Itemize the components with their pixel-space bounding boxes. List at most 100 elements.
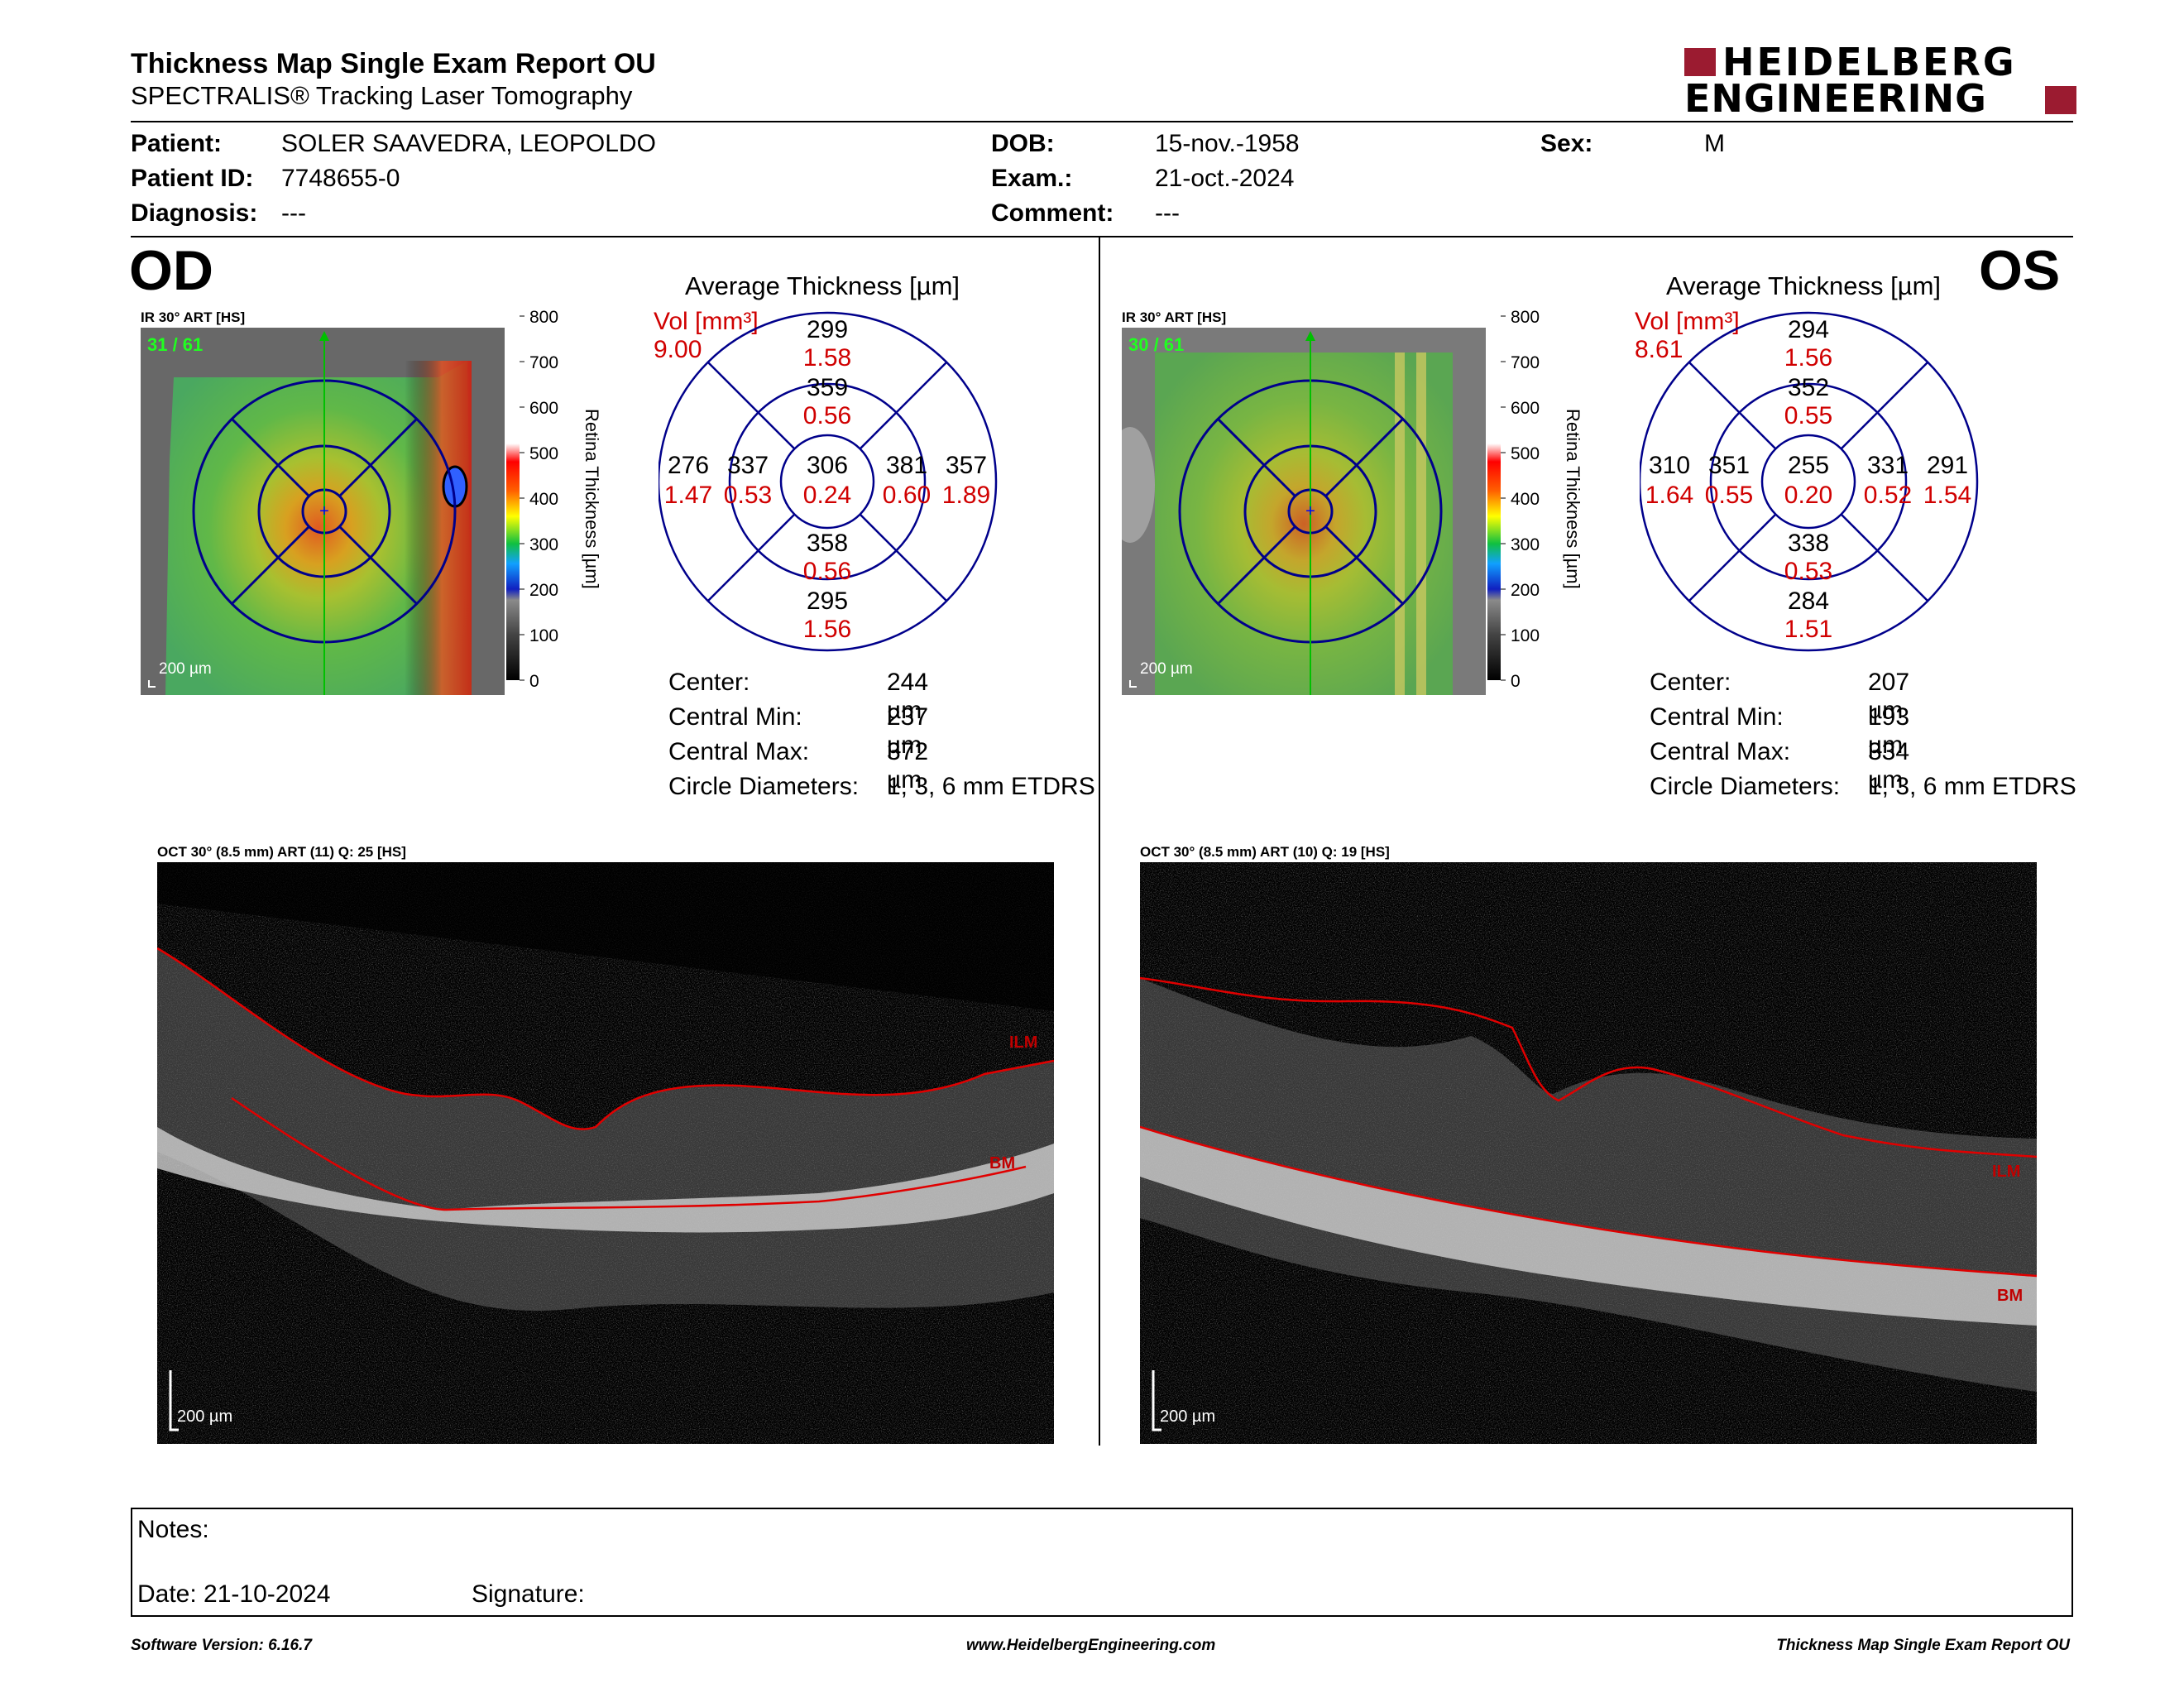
os-stat-value: 207 µm (1868, 669, 1910, 724)
os-oct-scalebar-icon (1152, 1370, 1161, 1431)
od-stats: Center: 244 µm Central Min: 237 µm Central… (668, 669, 1095, 808)
os-avg-title: Average Thickness [µm] (1666, 271, 1942, 300)
scale-tick-label: 300 (1511, 535, 1540, 554)
os-rpe-band (1140, 1127, 2037, 1326)
diagnosis-value: --- (281, 199, 306, 227)
od-vol-label: Vol [mm³] (654, 308, 759, 335)
os-etdrs-chart: 294 1.56 352 0.55 310 1.64 351 0.55 255 … (1640, 311, 1979, 652)
od-stat-label: Center: (668, 669, 750, 696)
os-oct-label: OCT 30° (8.5 mm) ART (10) Q: 19 [HS] (1140, 844, 1390, 860)
od-fovea-marker-icon: + (319, 502, 329, 520)
os-stat-label: Central Min: (1650, 703, 1784, 731)
od-outer-temp-volume: 1.47 (664, 482, 712, 509)
header-rule (131, 121, 2073, 122)
logo-line-1: HEIDELBERG (1722, 40, 2017, 84)
scale-tick-label: 400 (529, 490, 558, 509)
od-oct-scalebar-icon (169, 1370, 179, 1431)
os-outer-inf-thickness: 284 (1788, 587, 1829, 615)
os-etdrs-rings (1640, 311, 1979, 652)
os-scale-axis-label: Retina Thickness [µm] (1563, 409, 1583, 589)
od-outer-sup-thickness: 299 (807, 316, 848, 343)
scale-tick-label: 500 (1511, 444, 1540, 463)
patient-rule (131, 236, 2073, 237)
scale-tick-label: 600 (529, 399, 558, 418)
od-thickness-map: 31 / 61 200 µm + (141, 328, 505, 695)
od-scalebar-icon (148, 680, 156, 688)
od-inner-nasal-thickness: 381 (886, 452, 927, 479)
scale-tick-label: 400 (1511, 490, 1540, 509)
report-title: Thickness Map Single Exam Report OU (131, 48, 656, 79)
signature-label: Signature: (472, 1580, 585, 1608)
od-stat-value: 237 µm (887, 703, 929, 759)
dob-value: 15-nov.-1958 (1155, 130, 1300, 157)
os-outer-temp-volume: 1.64 (1645, 482, 1693, 509)
sex-value: M (1704, 130, 1725, 157)
scale-tick-label: 700 (529, 353, 558, 372)
patient-name: SOLER SAAVEDRA, LEOPOLDO (281, 130, 656, 157)
od-stat-value: 244 µm (887, 669, 929, 724)
os-outer-nasal-volume: 1.54 (1923, 482, 1971, 509)
os-oct-scalebar-label: 200 µm (1160, 1407, 1215, 1426)
os-inner-inf-volume: 0.53 (1784, 558, 1832, 585)
scale-tick-label: 0 (1511, 672, 1521, 691)
os-stat-label: Circle Diameters: (1650, 773, 1841, 800)
date-label: Date: 21-10-2024 (137, 1580, 331, 1608)
od-outer-inf-thickness: 295 (807, 587, 848, 615)
scale-tick-label: 600 (1511, 399, 1540, 418)
os-stats: Center: 207 µm Central Min: 193 µm Central… (1650, 669, 2076, 808)
comment-label: Comment: (991, 199, 1114, 227)
od-center-thickness: 306 (807, 452, 848, 479)
od-oct-label: OCT 30° (8.5 mm) ART (11) Q: 25 [HS] (157, 844, 406, 860)
od-stat-value: 372 µm (887, 738, 929, 794)
od-outer-inf-volume: 1.56 (803, 616, 851, 643)
diagnosis-label: Diagnosis: (131, 199, 258, 227)
od-scale-axis-label: Retina Thickness [µm] (582, 409, 602, 589)
os-stat-value: 334 µm (1868, 738, 1910, 794)
os-outer-sup-volume: 1.56 (1784, 344, 1832, 372)
od-frame-counter: 31 / 61 (147, 334, 203, 355)
os-scale-bar (1487, 316, 1501, 680)
os-scan-arrow-icon (1305, 331, 1315, 341)
scale-tick-label: 800 (529, 308, 558, 327)
os-map-overlay (1155, 352, 1453, 695)
os-ilm-line (1140, 976, 2037, 1158)
od-avg-title: Average Thickness [µm] (685, 271, 960, 300)
od-etdrs-rings (659, 311, 998, 652)
od-inner-temp-volume: 0.53 (724, 482, 772, 509)
od-inner-inf-volume: 0.56 (803, 558, 851, 585)
od-stat-label: Circle Diameters: (668, 773, 860, 800)
os-eye-label: OS (1979, 239, 2061, 302)
os-artifact-stripe-2 (1416, 352, 1426, 695)
od-inner-nasal-volume: 0.60 (883, 482, 931, 509)
od-stat-label: Central Max: (668, 738, 810, 765)
od-outer-nasal-volume: 1.89 (942, 482, 990, 509)
od-inner-temp-thickness: 337 (727, 452, 769, 479)
os-vol-label: Vol [mm³] (1635, 308, 1740, 335)
footer-url[interactable]: www.HeidelbergEngineering.com (966, 1637, 1216, 1654)
od-bm-tag: BM (989, 1154, 1015, 1172)
center-divider (1099, 237, 1100, 1446)
od-scale-bar (506, 316, 520, 680)
sex-label: Sex: (1540, 130, 1593, 157)
os-stat-label: Center: (1650, 669, 1731, 696)
od-center-volume: 0.24 (803, 482, 851, 509)
os-outer-nasal-thickness: 291 (1927, 452, 1968, 479)
od-scalebar-label: 200 µm (159, 660, 212, 678)
notes-label: Notes: (137, 1516, 209, 1543)
os-outer-temp-thickness: 310 (1649, 452, 1690, 479)
os-artifact-stripe-1 (1395, 352, 1405, 695)
footer-version: Software Version: 6.16.7 (131, 1637, 312, 1654)
heidelberg-logo: HEIDELBERG ENGINEERING (1684, 43, 2076, 117)
footer-report-name: Thickness Map Single Exam Report OU (1776, 1637, 2070, 1654)
patient-label: Patient: (131, 130, 223, 157)
scale-tick-label: 700 (1511, 353, 1540, 372)
od-oct-vitreous (157, 862, 1054, 1011)
report-subtitle: SPECTRALIS® Tracking Laser Tomography (131, 81, 633, 110)
od-sector-values: 299 1.58 359 0.56 276 1.47 337 0.53 306 … (664, 316, 990, 643)
od-ir-label: IR 30° ART [HS] (141, 309, 246, 325)
od-eye-label: OD (129, 239, 213, 302)
os-center-volume: 0.20 (1784, 482, 1832, 509)
notes-box[interactable]: Notes: Date: 21-10-2024 Signature: (131, 1508, 2073, 1617)
od-etdrs-chart: 299 1.58 359 0.56 276 1.47 337 0.53 306 … (659, 311, 998, 652)
od-vol-total: 9.00 (654, 336, 702, 363)
